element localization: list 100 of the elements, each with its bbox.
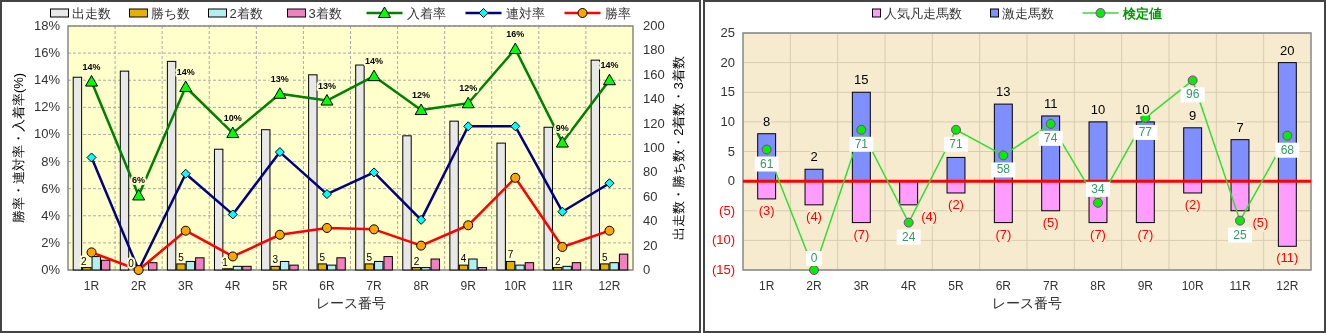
- data-label: 20: [1280, 42, 1295, 58]
- data-label: 10: [1090, 101, 1106, 117]
- data-label: (7): [1137, 226, 1154, 242]
- x-tick-label: 7R: [1042, 279, 1059, 293]
- y-tick-label: 15: [720, 84, 735, 100]
- data-label: 10%: [223, 113, 242, 124]
- data-label: (7): [853, 226, 870, 242]
- data-label: 7: [1236, 119, 1244, 135]
- y-tick-label: (15): [711, 262, 735, 277]
- data-label: 9: [1189, 107, 1197, 123]
- y-tick-label: 10%: [33, 126, 61, 142]
- bar: [148, 262, 158, 271]
- bar: [946, 156, 966, 182]
- data-label: 13%: [270, 73, 289, 84]
- bar: [1135, 180, 1155, 224]
- legend-label: 3着数: [308, 6, 342, 21]
- data-label: 5: [319, 251, 326, 263]
- y-tick-label: 25: [720, 25, 735, 40]
- y-tick-label: 0: [727, 173, 735, 189]
- x-tick-label: 9R: [460, 279, 477, 293]
- data-label: 2: [81, 255, 88, 267]
- legend-label: 出走数: [71, 6, 111, 21]
- data-label: 5: [366, 251, 373, 263]
- data-label: (7): [1090, 226, 1106, 242]
- data-label: (5): [1042, 214, 1059, 230]
- y-tick-label: 18%: [33, 18, 61, 33]
- data-label: 2: [810, 149, 818, 165]
- y-tick-label: 12%: [33, 99, 61, 115]
- data-label: 61: [759, 156, 774, 171]
- bar: [1230, 139, 1250, 182]
- data-label: (2): [1184, 196, 1201, 212]
- x-tick-label: 10R: [1181, 279, 1205, 293]
- data-label: 0: [810, 251, 818, 265]
- y-tick-label: 4%: [41, 207, 61, 223]
- x-tick-label: 2R: [806, 279, 822, 293]
- x-tick-label: 8R: [413, 279, 430, 293]
- x-tick-label: 12R: [1276, 279, 1299, 293]
- data-label: 96: [1185, 87, 1200, 102]
- y2-tick-label: 160: [643, 66, 665, 82]
- data-label: (11): [1276, 250, 1299, 266]
- y2-axis-title: 出走数・勝ち数・2着数・3着数: [671, 56, 686, 240]
- bar: [1183, 127, 1203, 182]
- y2-tick-label: 120: [643, 115, 665, 131]
- data-label: 14%: [82, 61, 101, 72]
- bar: [804, 168, 824, 182]
- x-tick-label: 5R: [272, 279, 288, 293]
- y-tick-label: 14%: [33, 72, 61, 88]
- data-label: 1: [222, 256, 229, 268]
- legend-label: 勝ち数: [150, 6, 190, 21]
- data-label: 8: [763, 113, 771, 129]
- data-label: 11: [1043, 95, 1058, 111]
- legend-label: 勝率: [604, 6, 631, 21]
- data-label: 16%: [506, 29, 525, 40]
- y-tick-label: 16%: [33, 45, 61, 61]
- data-label: 74: [1043, 130, 1058, 145]
- x-tick-label: 11R: [1229, 279, 1251, 293]
- x-axis-title: レース番号: [315, 295, 386, 311]
- data-label: 9%: [555, 122, 569, 133]
- data-label: 71: [854, 136, 869, 151]
- x-tick-label: 4R: [225, 279, 241, 293]
- y-tick-label: 6%: [41, 180, 61, 196]
- data-label: 4: [460, 253, 467, 265]
- y2-tick-label: 180: [643, 42, 665, 58]
- x-tick-label: 10R: [504, 279, 527, 293]
- x-tick-label: 5R: [948, 279, 964, 293]
- x-tick-label: 3R: [178, 279, 194, 293]
- data-label: 68: [1280, 142, 1295, 157]
- x-tick-label: 4R: [900, 279, 917, 293]
- data-label: 12%: [412, 90, 431, 101]
- y-tick-label: (5): [719, 202, 735, 218]
- bar: [1277, 180, 1297, 247]
- legend-label: 激走馬数: [1001, 6, 1054, 21]
- x-axis-title: レース番号: [992, 295, 1062, 311]
- data-label: 2: [554, 255, 561, 267]
- data-label: 24: [901, 229, 916, 244]
- y-tick-label: 20: [720, 54, 735, 70]
- data-label: 10: [1135, 101, 1150, 117]
- x-tick-label: 8R: [1090, 279, 1106, 293]
- data-label: 25: [1233, 227, 1247, 242]
- y-tick-label: (10): [711, 232, 735, 248]
- legend-label: 検定値: [1121, 6, 1162, 21]
- data-label: 34: [1091, 181, 1105, 196]
- data-label: 12%: [459, 83, 478, 94]
- x-tick-label: 1R: [83, 279, 100, 293]
- y2-tick-label: 20: [643, 237, 658, 253]
- data-label: 15: [854, 72, 869, 88]
- data-label: 14%: [600, 60, 619, 71]
- data-label: 5: [601, 251, 608, 263]
- data-label: 71: [949, 136, 963, 151]
- x-tick-label: 1R: [758, 279, 775, 293]
- x-tick-label: 11R: [551, 279, 574, 293]
- x-tick-label: 6R: [319, 279, 335, 293]
- y-tick-label: 0%: [41, 262, 61, 277]
- data-label: (5): [1252, 214, 1269, 230]
- data-label: 3: [272, 254, 279, 266]
- data-label: 77: [1138, 124, 1153, 139]
- legend-label: 人気凡走馬数: [883, 6, 962, 21]
- x-tick-label: 9R: [1137, 279, 1154, 293]
- y2-tick-label: 140: [643, 91, 665, 107]
- data-label: 13%: [317, 80, 336, 91]
